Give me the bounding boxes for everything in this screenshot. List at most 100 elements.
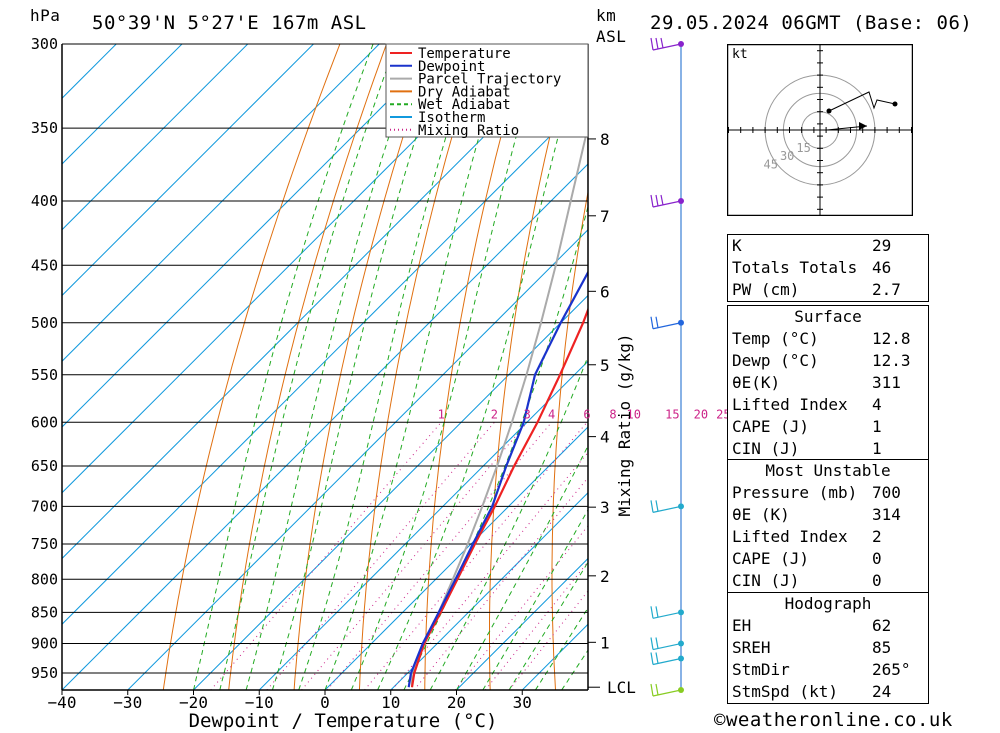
surface-title: Surface — [794, 307, 862, 326]
hodograph-label: SREH — [732, 638, 771, 657]
index-row: PW (cm) 2.7 — [728, 279, 928, 301]
wind-barb — [650, 637, 682, 651]
dry-adiabat-line — [424, 44, 527, 690]
legend-label: Dewpoint — [418, 59, 485, 75]
hodograph-value: 62 — [872, 616, 892, 635]
isotherm-line — [62, 97, 588, 625]
dry-adiabat-line — [551, 189, 588, 690]
index-value: 29 — [872, 236, 892, 255]
surface-row: Lifted Index 4 — [728, 394, 928, 416]
height-tick-label: 3 — [600, 498, 610, 517]
pressure-unit-label: hPa — [30, 6, 61, 25]
hodograph-end-dot — [892, 101, 898, 107]
wind-barb-flag — [660, 37, 664, 49]
pressure-tick-label: 700 — [31, 497, 58, 515]
temperature-tick-label: 0 — [320, 693, 330, 712]
isotherm-line — [62, 44, 249, 231]
wet-adiabat-line — [429, 355, 588, 690]
hodograph-unit: kt — [732, 47, 748, 62]
wind-barb — [650, 316, 682, 330]
temperature-tick-label: −20 — [179, 693, 208, 712]
wind-barb-flag — [650, 652, 654, 665]
temperature-tick-label: −10 — [245, 693, 274, 712]
legend-label: Mixing Ratio — [418, 123, 519, 139]
hodograph-row: SREH 85 — [728, 637, 928, 659]
most-unstable-table: Most Unstable Pressure (mb) 700 θE (K) 314 L… — [727, 459, 929, 593]
height-tick-label: 1 — [600, 633, 610, 652]
most-unstable-row: θE (K) 314 — [728, 504, 928, 526]
wind-barb-flag — [660, 194, 664, 206]
index-label: PW (cm) — [732, 280, 800, 299]
datetime-title: 29.05.2024 06GMT (Base: 06) — [650, 12, 973, 34]
pressure-tick-label: 450 — [31, 256, 58, 274]
legend-label: Isotherm — [418, 110, 485, 126]
wet-adiabat-line — [324, 44, 507, 690]
wet-adiabat-line — [377, 44, 584, 690]
pressure-tick-label: 600 — [31, 413, 58, 431]
location-title: 50°39'N 5°27'E 167m ASL — [92, 12, 367, 34]
surface-label: CAPE (J) — [732, 417, 810, 436]
index-label: Totals Totals — [732, 258, 858, 277]
height-tick-label: 7 — [600, 207, 610, 226]
height-tick-label: 2 — [600, 567, 610, 586]
wind-barb-flag — [650, 637, 654, 650]
hodograph-value: 265° — [872, 660, 911, 679]
surface-label: Dewp (°C) — [732, 351, 819, 370]
most-unstable-label: CAPE (J) — [732, 549, 810, 568]
surface-label: Temp (°C) — [732, 329, 819, 348]
most-unstable-label: Pressure (mb) — [732, 483, 858, 502]
index-label: K — [732, 236, 742, 255]
hodograph-ring-label: 45 — [764, 157, 778, 171]
hodograph-trace — [828, 91, 896, 112]
wind-barb-flag — [650, 37, 654, 51]
surface-row: Dewp (°C) 12.3 — [728, 350, 928, 372]
surface-row: θE(K) 311 — [728, 372, 928, 394]
surface-row: Temp (°C) 12.8 — [728, 328, 928, 350]
surface-row: CIN (J) 1 — [728, 438, 928, 460]
most-unstable-row: CIN (J) 0 — [728, 570, 928, 592]
most-unstable-row: Lifted Index 2 — [728, 526, 928, 548]
wind-barb-flag — [655, 316, 659, 328]
legend-label: Temperature — [418, 46, 511, 62]
isotherm-line — [62, 44, 380, 362]
isotherm-line — [456, 557, 588, 690]
surface-value: 12.8 — [872, 329, 911, 348]
legend-label: Dry Adiabat — [418, 84, 511, 100]
wet-adiabat-line — [271, 44, 447, 690]
pressure-tick-label: 400 — [31, 192, 58, 210]
most-unstable-label: θE (K) — [732, 505, 790, 524]
wet-adiabat-line — [193, 44, 374, 690]
wind-barb — [650, 500, 682, 513]
hodograph-ring-label: 30 — [780, 149, 794, 163]
most-unstable-value: 0 — [872, 571, 882, 590]
wind-barb-flag — [655, 500, 659, 512]
isotherm-line — [62, 44, 183, 165]
height-tick-label: 4 — [600, 428, 610, 447]
mixing-ratio-line — [484, 561, 588, 690]
pressure-tick-label: 900 — [31, 635, 58, 653]
surface-table: Surface Temp (°C) 12.8 Dewp (°C) 12.3 θE(K) 3… — [727, 305, 929, 461]
surface-label: Lifted Index — [732, 395, 848, 414]
mixing-ratio-label: 10 — [626, 407, 640, 421]
index-row: Totals Totals 46 — [728, 257, 928, 279]
height-tick-label: 6 — [600, 282, 610, 301]
most-unstable-value: 2 — [872, 527, 882, 546]
copyright-text[interactable]: ©weatheronline.co.uk — [714, 709, 953, 731]
temperature-tick-label: 20 — [447, 693, 466, 712]
x-axis-label: Dewpoint / Temperature (°C) — [189, 710, 498, 732]
surface-value: 1 — [872, 439, 882, 458]
wind-barb-flag — [650, 316, 654, 329]
wind-barb-flag — [650, 194, 654, 208]
most-unstable-row: Pressure (mb) 700 — [728, 482, 928, 504]
pressure-tick-label: 750 — [31, 535, 58, 553]
index-row: K 29 — [728, 235, 928, 257]
most-unstable-row: CAPE (J) 0 — [728, 548, 928, 570]
most-unstable-label: CIN (J) — [732, 571, 800, 590]
mixing-ratio-line — [210, 421, 442, 690]
wind-barb-flag — [650, 500, 654, 513]
wind-barb — [650, 652, 682, 666]
isotherm-line — [62, 44, 446, 428]
mixing-ratio-label: 6 — [583, 407, 590, 421]
